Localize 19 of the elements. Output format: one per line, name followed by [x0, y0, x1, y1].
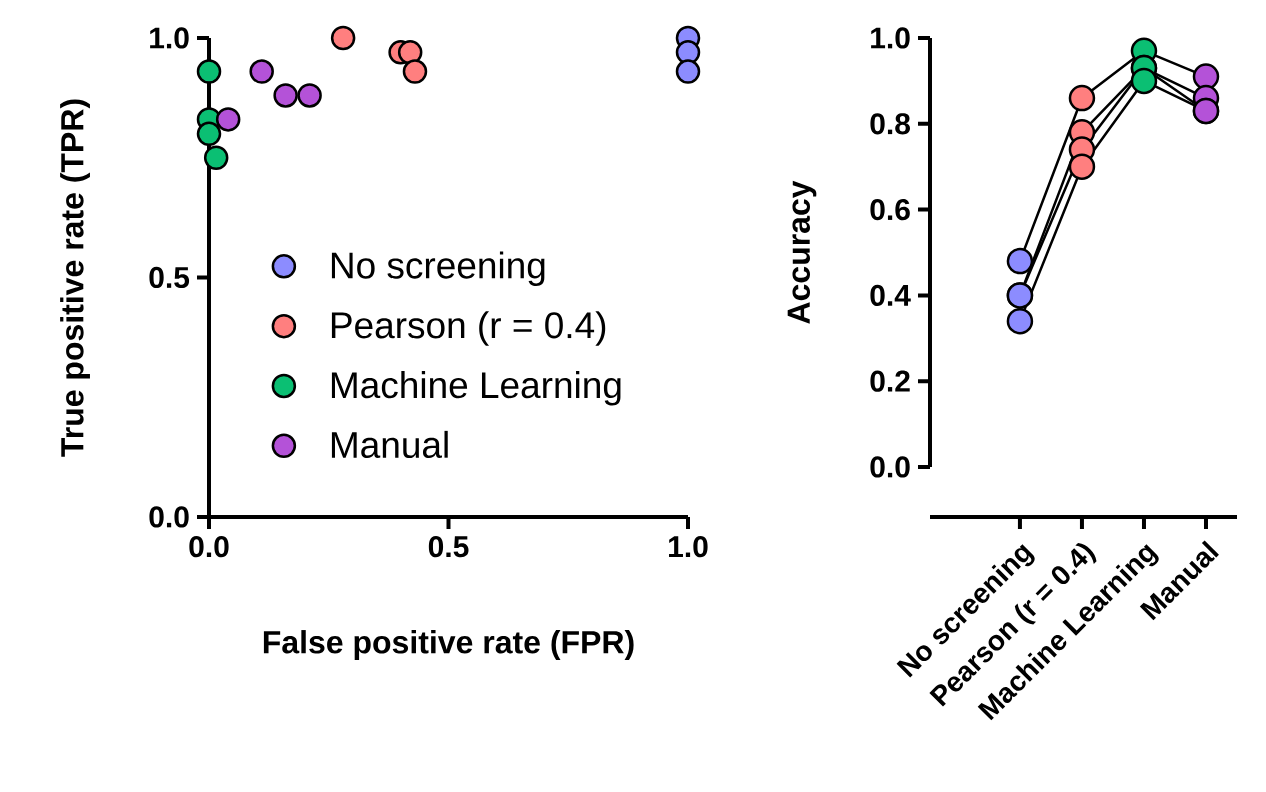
legend-label: Manual [331, 430, 448, 459]
y-tick-label: 1.0 [150, 27, 189, 49]
y-axis-title: True positive rate (TPR) [60, 99, 90, 457]
legend-label: Pearson (r = 0.4) [331, 311, 606, 346]
y-tick-label: 0.0 [870, 456, 910, 478]
y-tick-label: 1.0 [871, 27, 910, 49]
x-tick-label: 0.0 [189, 536, 229, 558]
y-tick-label: 0.5 [149, 266, 190, 289]
y-tick-label: 0.8 [870, 113, 910, 135]
y-tick-label: 0.2 [870, 370, 910, 392]
y-tick-label: 0.6 [870, 198, 910, 221]
x-tick-label: 1.0 [669, 536, 708, 558]
y-axis-title: Accuracy [787, 180, 817, 324]
y-tick-label: 0.0 [149, 506, 189, 528]
legend-label: No screening [331, 251, 545, 286]
x-axis-title: False positive rate (FPR) [263, 630, 634, 660]
y-tick-label: 0.4 [870, 284, 911, 306]
x-tick-label: 0.5 [428, 536, 469, 558]
legend-label: Machine Learning [331, 371, 621, 406]
